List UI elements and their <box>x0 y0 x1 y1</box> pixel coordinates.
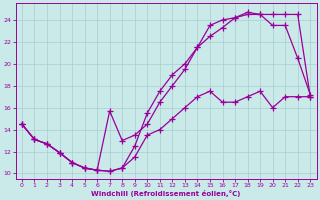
X-axis label: Windchill (Refroidissement éolien,°C): Windchill (Refroidissement éolien,°C) <box>92 190 241 197</box>
